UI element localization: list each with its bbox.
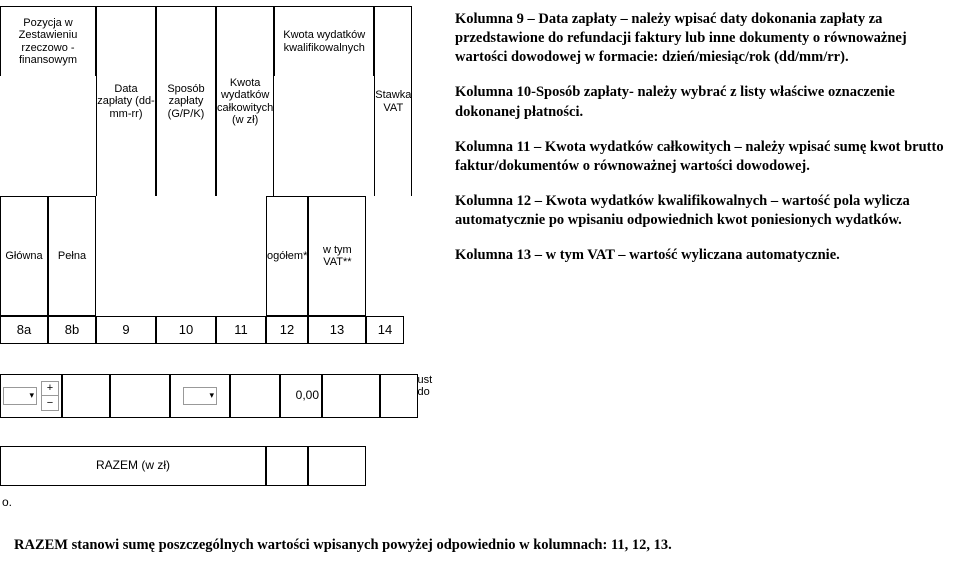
footer-note: RAZEM stanowi sumę poszczególnych wartoś… xyxy=(14,536,945,555)
plus-icon[interactable]: + xyxy=(42,382,58,396)
num-spacer xyxy=(404,316,435,344)
header-merged: Pozycja w Zestawieniu rzeczowo - finanso… xyxy=(0,6,96,76)
chevron-down-icon: ▾ xyxy=(209,391,214,401)
desc-col-10: Kolumna 10-Sposób zapłaty- należy wybrać… xyxy=(455,83,945,121)
number-row: 8a 8b 9 10 11 12 13 14 xyxy=(0,316,435,344)
cell-8b[interactable] xyxy=(62,374,110,418)
header-spacer xyxy=(412,6,435,76)
razem-label: RAZEM (w zł) xyxy=(0,446,266,486)
cell-11[interactable] xyxy=(230,374,280,418)
header-col5: Kwota wydatków całkowitych (w zł) xyxy=(216,6,274,196)
desc-col-13: Kolumna 13 – w tym VAT – wartość wylicza… xyxy=(455,246,945,265)
corner-mark: o. xyxy=(2,495,12,509)
desc-col-11: Kolumna 11 – Kwota wydatków całkowitych … xyxy=(455,138,945,176)
desc-col-12: Kolumna 12 – Kwota wydatków kwalifikowal… xyxy=(455,192,945,230)
cell-8a[interactable]: ▾ + − xyxy=(0,374,62,418)
num-8a: 8a xyxy=(0,316,48,344)
razem-row: RAZEM (w zł) xyxy=(0,446,435,486)
razem-spacer2 xyxy=(404,446,435,486)
num-10: 10 xyxy=(156,316,216,344)
razem-13 xyxy=(308,446,366,486)
cell-cut[interactable]: ust do xyxy=(418,374,435,418)
num-12: 12 xyxy=(266,316,308,344)
desc-col-9: Kolumna 9 – Data zapłaty – należy wpisać… xyxy=(455,10,945,67)
num-9: 9 xyxy=(96,316,156,344)
dropdown-10[interactable]: ▾ xyxy=(183,387,217,405)
header-col8: Stawka VAT xyxy=(374,6,412,196)
header-col6: ogółem* xyxy=(266,196,308,316)
add-remove-buttons[interactable]: + − xyxy=(41,381,59,411)
minus-icon[interactable]: − xyxy=(42,396,58,410)
table: Pozycja w Zestawieniu rzeczowo - finanso… xyxy=(0,6,435,486)
cut-label-1: ust xyxy=(418,374,440,386)
cell-10[interactable]: ▾ xyxy=(170,374,230,418)
cell-9[interactable] xyxy=(110,374,170,418)
header-col3: Data zapłaty (dd-mm-rr) xyxy=(96,6,156,196)
header-row-1: Pozycja w Zestawieniu rzeczowo - finanso… xyxy=(0,6,435,196)
cell-13[interactable] xyxy=(322,374,380,418)
header-spacer2 xyxy=(404,196,435,316)
razem-12 xyxy=(266,446,308,486)
cell-12: 0,00 xyxy=(280,374,322,418)
layout-root: Pozycja w Zestawieniu rzeczowo - finanso… xyxy=(0,0,959,565)
header-col2: Pełna xyxy=(48,196,96,316)
razem-spacer xyxy=(366,446,404,486)
data-row: ▾ + − ▾ 0,00 xyxy=(0,374,435,418)
dropdown-8a[interactable]: ▾ xyxy=(3,387,37,405)
header-group-kw: Kwota wydatków kwalifikowalnych xyxy=(274,6,374,76)
header-col4: Sposób zapłaty (G/P/K) xyxy=(156,6,216,196)
header-col1: Główna xyxy=(0,196,48,316)
chevron-down-icon: ▾ xyxy=(29,391,34,401)
num-11: 11 xyxy=(216,316,266,344)
cut-label-2: do xyxy=(418,386,440,398)
table-panel: Pozycja w Zestawieniu rzeczowo - finanso… xyxy=(0,0,435,565)
num-8b: 8b xyxy=(48,316,96,344)
cell-14[interactable] xyxy=(380,374,418,418)
description-panel: Kolumna 9 – Data zapłaty – należy wpisać… xyxy=(435,0,959,565)
header-col7: w tym VAT** xyxy=(308,196,366,316)
num-14: 14 xyxy=(366,316,404,344)
num-13: 13 xyxy=(308,316,366,344)
header-row-2: Główna Pełna ogółem* w tym VAT** xyxy=(0,196,435,316)
value-12: 0,00 xyxy=(281,389,321,402)
